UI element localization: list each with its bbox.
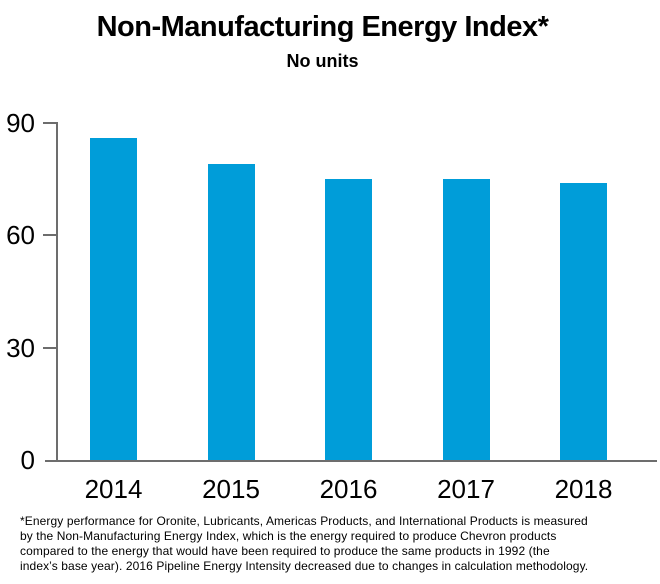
- y-tick-label-30: 30: [6, 332, 35, 363]
- x-label-2016: 2016: [319, 474, 378, 504]
- y-tick-label-0: 0: [20, 445, 35, 475]
- footnote-line: *Energy performance for Oronite, Lubrica…: [20, 514, 588, 528]
- y-tick-label-60: 60: [6, 220, 35, 250]
- chart-title: Non-Manufacturing Energy Index*: [96, 11, 549, 43]
- x-label-2018: 2018: [554, 474, 613, 504]
- footnote-line: index’s base year). 2016 Pipeline Energy…: [20, 559, 589, 573]
- bar-2016: [325, 178, 372, 460]
- chart-subtitle: No units: [286, 51, 359, 71]
- bar-2018: [560, 182, 607, 460]
- bar-2017: [442, 178, 490, 460]
- footnote-line: by the Non-Manufacturing Energy Index, w…: [20, 529, 557, 543]
- footnote-line: compared to the energy that would have b…: [20, 544, 550, 558]
- bar-2015: [207, 163, 255, 460]
- bar-2014: [90, 137, 137, 460]
- x-axis-line: [45, 460, 657, 462]
- x-label-2015: 2015: [202, 474, 260, 504]
- y-tick-mark-60: [43, 234, 57, 236]
- x-label-2017: 2017: [437, 474, 495, 504]
- y-tick-mark-30: [43, 346, 57, 349]
- y-axis-line: [56, 122, 58, 462]
- x-label-2014: 2014: [84, 474, 143, 504]
- footnote: *Energy performance for Oronite, Lubrica…: [20, 514, 652, 574]
- y-tick-label-90: 90: [6, 107, 35, 138]
- y-tick-mark-90: [43, 121, 57, 124]
